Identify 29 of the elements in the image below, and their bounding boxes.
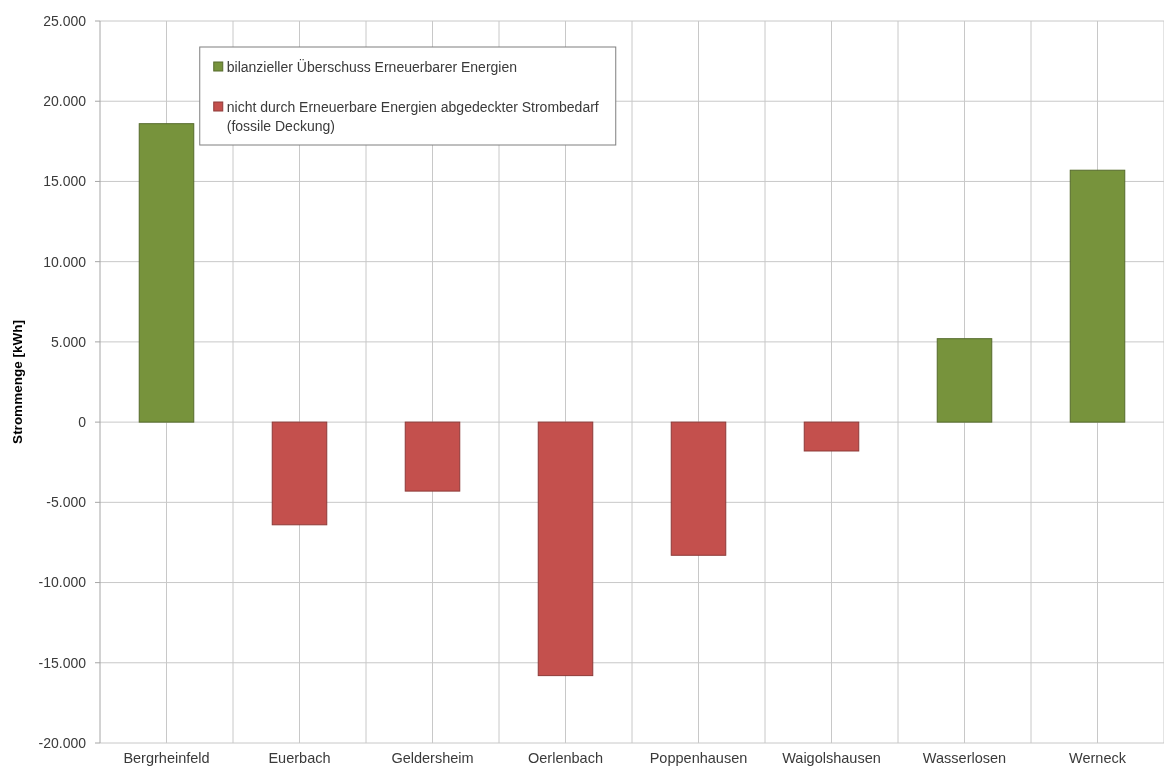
- bar: [936, 338, 993, 423]
- x-tick-label: Bergrheinfeld: [123, 750, 210, 766]
- x-tick-label: Geldersheim: [391, 750, 474, 766]
- bar: [138, 123, 195, 423]
- y-axis-title: Strommenge [kWh]: [10, 320, 25, 444]
- y-tick-label: 5.000: [50, 333, 87, 350]
- x-tick-label: Euerbach: [268, 750, 331, 766]
- y-tick-label: 10.000: [43, 253, 87, 270]
- legend-label: nicht durch Erneuerbare Energien abgedeckter Strombedarf (fossile Deckung): [226, 99, 599, 134]
- bar: [1069, 169, 1126, 423]
- bar: [803, 421, 860, 452]
- y-tick-label: 0: [78, 414, 87, 431]
- x-tick-label: Oerlenbach: [528, 750, 603, 766]
- x-tick-label: Wasserlosen: [922, 750, 1007, 766]
- bar: [670, 421, 727, 556]
- y-tick-label: -5.000: [46, 494, 87, 511]
- y-tick-label: 20.000: [43, 93, 87, 110]
- x-tick-label: Werneck: [1069, 750, 1127, 766]
- y-tick-label: -20.000: [38, 734, 87, 751]
- legend-label: bilanzieller Überschuss Erneuerbarer Energien: [226, 58, 518, 75]
- bar: [404, 421, 461, 492]
- x-tick-label: Poppenhausen: [649, 750, 748, 766]
- x-tick-label: Waigolshausen: [782, 750, 881, 766]
- y-tick-label: 15.000: [43, 173, 87, 190]
- bar: [537, 421, 594, 677]
- bar: [271, 421, 328, 526]
- y-tick-label: -15.000: [38, 654, 87, 671]
- y-tick-label: 25.000: [43, 12, 87, 29]
- y-tick-label: -10.000: [38, 574, 87, 591]
